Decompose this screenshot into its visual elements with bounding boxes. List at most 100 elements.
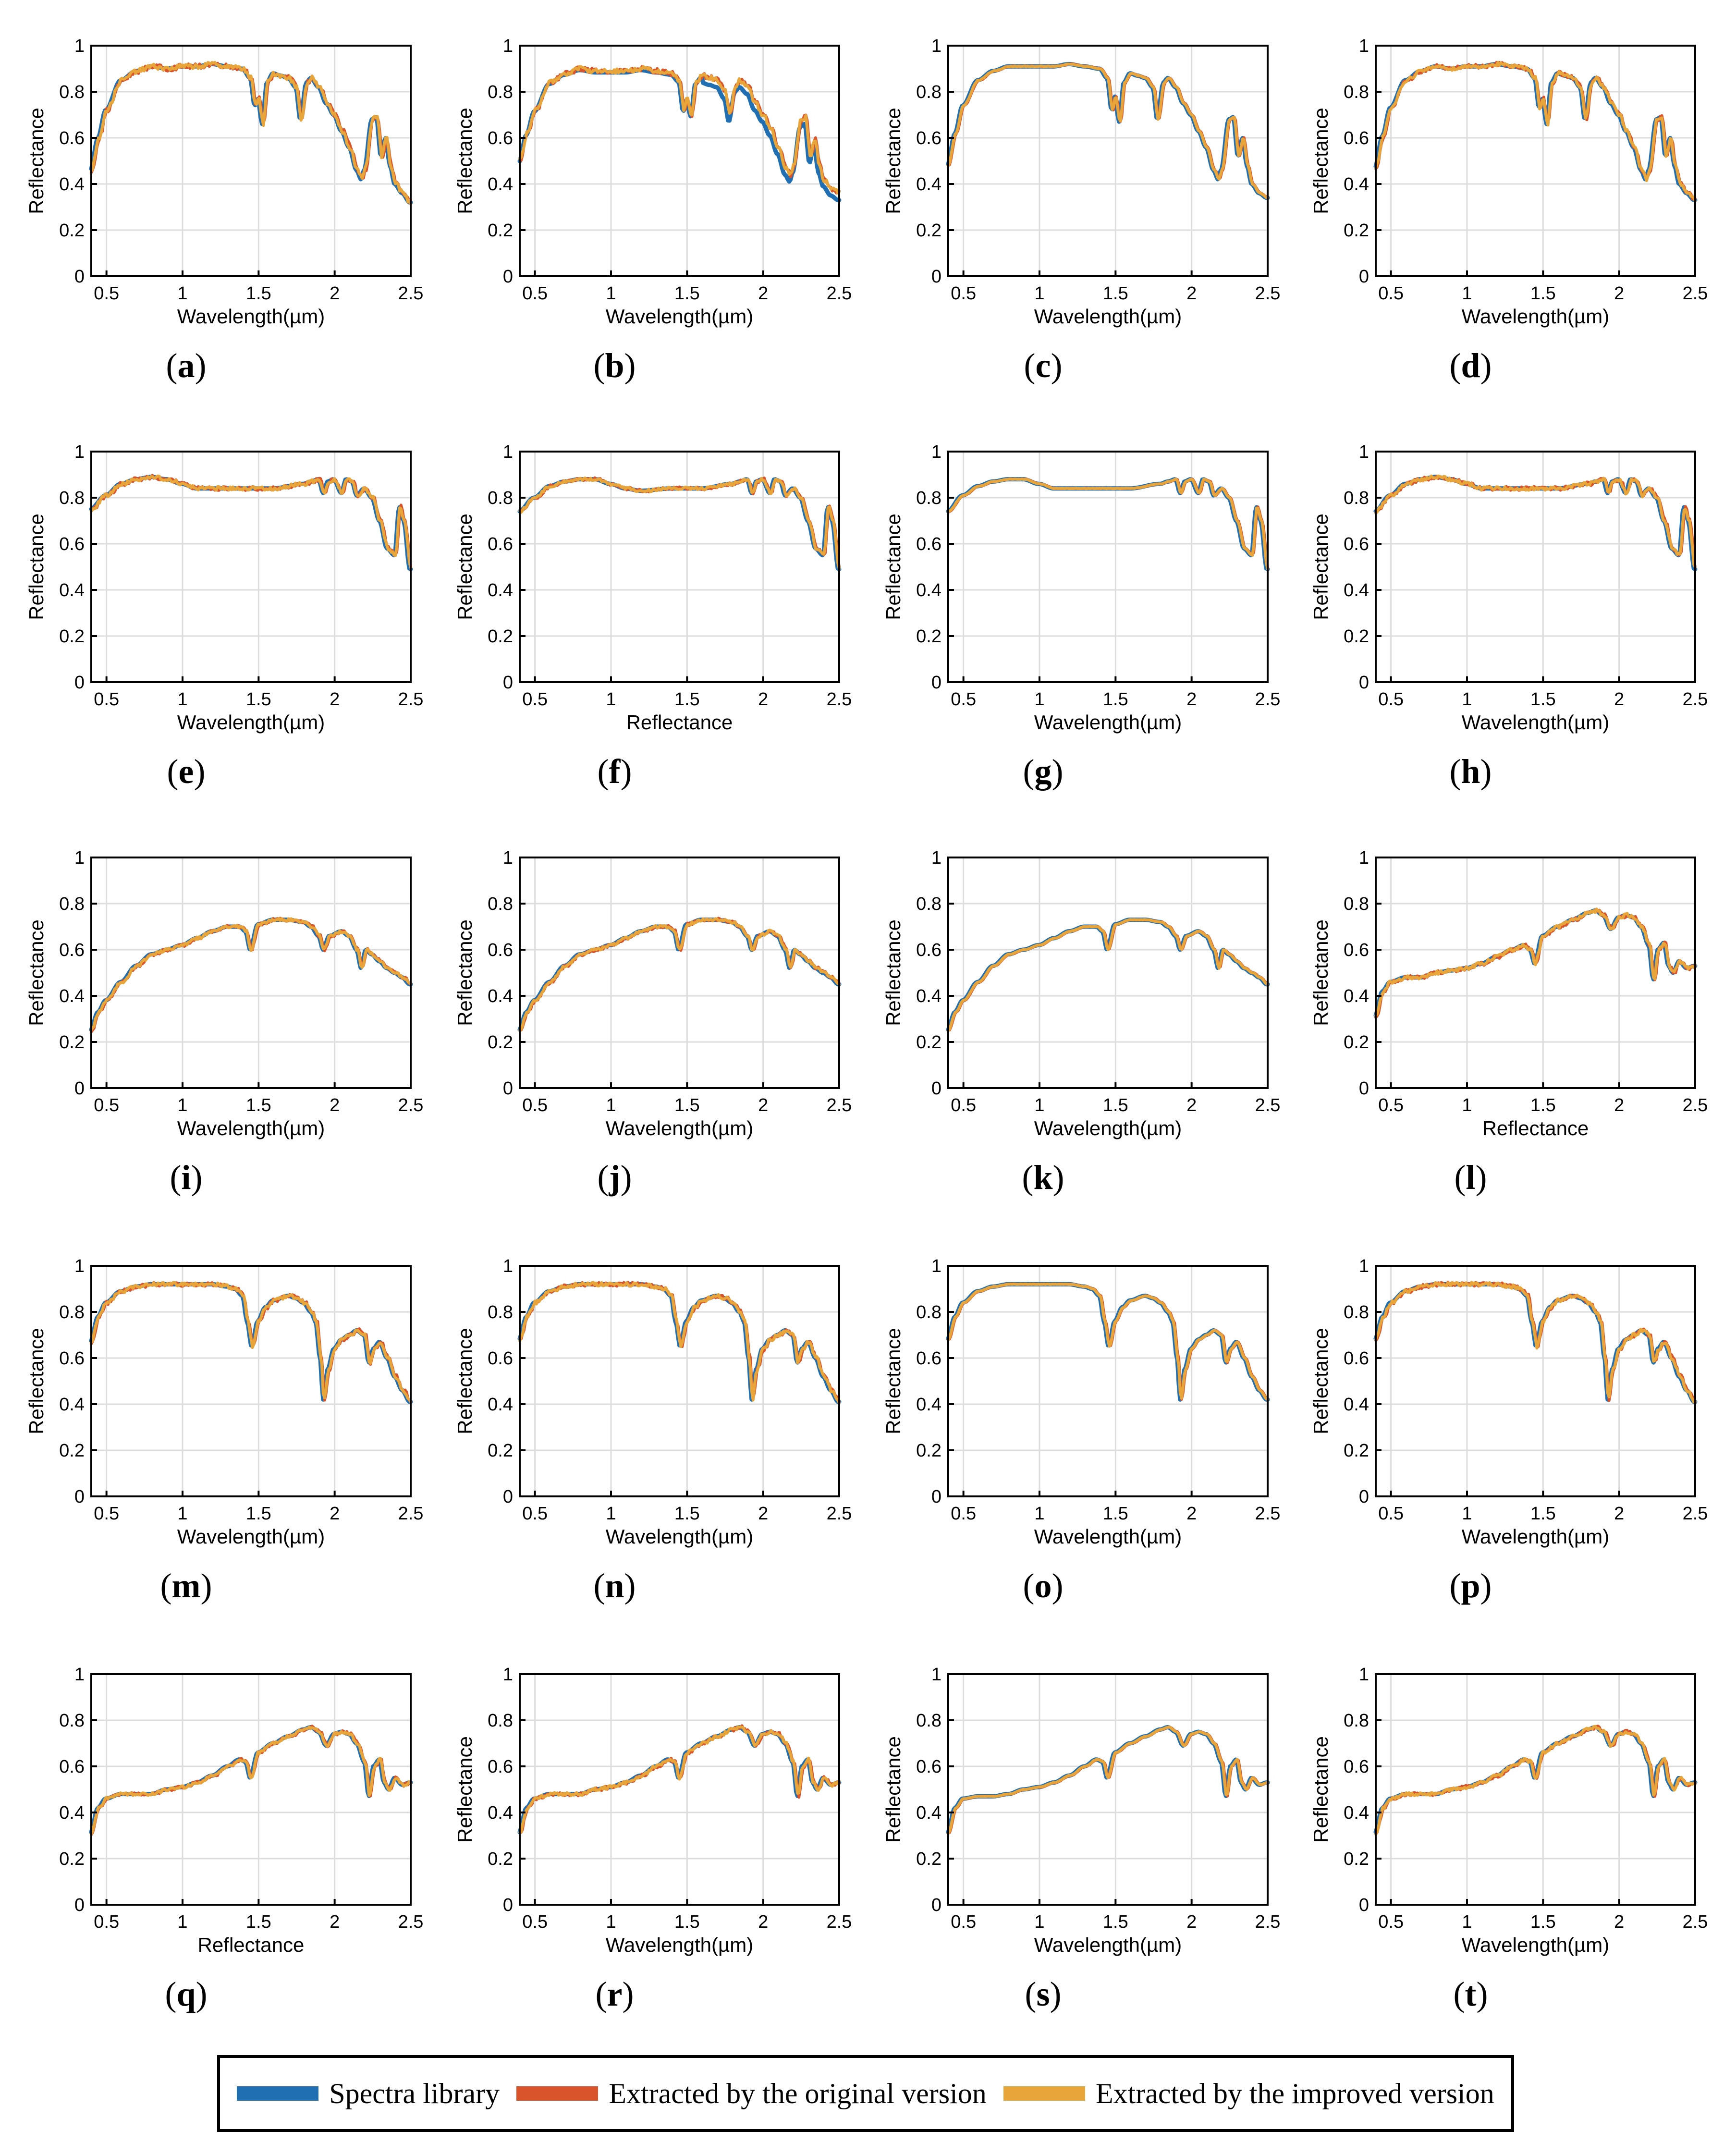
x-tick-label: 1.5	[246, 1504, 271, 1524]
y-tick-label: 0	[74, 673, 85, 693]
series-line-improved-version	[947, 1726, 1269, 1835]
y-tick-label: 0.2	[1344, 220, 1369, 241]
series-line-spectra-library	[89, 61, 413, 205]
caption-letter: k	[1033, 1158, 1052, 1197]
y-tick-label: 0	[503, 673, 513, 693]
y-tick-label: 1	[931, 36, 941, 56]
x-tick-label: 2.5	[827, 1095, 852, 1115]
y-tick-label: 0.8	[488, 82, 513, 102]
series-line-improved-version	[947, 478, 1269, 571]
x-tick-label: 1.5	[1103, 283, 1128, 304]
x-tick-label: 0.5	[94, 1095, 119, 1115]
y-tick-label: 1	[503, 1665, 513, 1685]
x-tick-label: 2	[758, 1095, 768, 1115]
y-tick-label: 0.6	[488, 128, 513, 148]
caption-paren: (	[1023, 752, 1035, 791]
series-line-spectra-library	[1373, 1725, 1698, 1835]
caption-letter: h	[1461, 752, 1480, 791]
y-tick-label: 0	[503, 1895, 513, 1915]
y-tick-label: 0.8	[59, 1711, 85, 1731]
y-tick-label: 0.8	[1344, 82, 1369, 102]
axes-box	[519, 451, 840, 683]
caption-paren: (	[1449, 752, 1461, 791]
caption-paren: )	[1050, 1975, 1062, 2013]
y-tick-label: 0.8	[488, 894, 513, 914]
axes-box	[519, 1265, 840, 1497]
x-tick-label: 2	[1614, 1912, 1624, 1932]
y-tick-label: 0.6	[59, 128, 85, 148]
legend-swatch-blue	[237, 2086, 319, 2101]
y-tick-label: 1	[931, 848, 941, 868]
x-tick-label: 2.5	[1255, 689, 1281, 710]
x-axis-label: Wavelength(µm)	[177, 1525, 325, 1548]
y-tick-label: 0	[74, 267, 85, 287]
y-tick-label: 0.2	[488, 1032, 513, 1053]
y-tick-label: 0.8	[1344, 894, 1369, 914]
axes-box	[90, 45, 412, 277]
x-tick-label: 1.5	[246, 689, 271, 710]
caption-letter: e	[179, 752, 194, 791]
caption-paren: )	[1480, 1567, 1492, 1605]
series-line-original-version	[90, 1725, 412, 1837]
series-line-improved-version	[90, 61, 412, 206]
caption-paren: )	[1052, 752, 1064, 791]
y-tick-label: 0	[74, 1487, 85, 1507]
x-tick-label: 2	[330, 283, 340, 304]
y-tick-label: 0.4	[488, 1803, 513, 1823]
axes-box	[1375, 451, 1696, 683]
x-tick-label: 2	[1186, 1912, 1197, 1932]
y-tick-label: 0.8	[59, 82, 85, 102]
series-line-improved-version	[518, 65, 841, 195]
axes-box	[947, 45, 1269, 277]
x-tick-label: 0.5	[522, 689, 548, 710]
y-tick-label: 0.2	[1344, 1032, 1369, 1053]
x-tick-label: 2.5	[1255, 1912, 1281, 1932]
axes-box	[1375, 1265, 1696, 1497]
y-tick-label: 0.6	[916, 1757, 941, 1777]
x-tick-label: 1.5	[674, 689, 700, 710]
x-tick-label: 2.5	[827, 283, 852, 304]
panel-caption: (t)	[1454, 1975, 1488, 2013]
y-tick-label: 0.6	[1344, 1757, 1369, 1777]
x-axis-label: Wavelength(µm)	[1462, 305, 1609, 328]
y-tick-label: 0.6	[916, 534, 941, 554]
x-axis-label: Reflectance	[1482, 1117, 1589, 1139]
chart-panel: 0.5 1 1.5 2 2.5 0 0.2 0.4 0.6 0.8 1 Reflectance Refl…	[1309, 848, 1708, 1197]
panel-caption: (i)	[170, 1158, 203, 1197]
caption-paren: )	[1480, 752, 1492, 791]
x-tick-label: 0.5	[951, 1095, 976, 1115]
x-tick-label: 1	[1034, 283, 1044, 304]
caption-letter: c	[1036, 346, 1051, 385]
x-tick-label: 2.5	[1683, 1095, 1708, 1115]
legend-swatch-yellow	[1003, 2086, 1085, 2101]
chart-panel: 0.5 1 1.5 2 2.500.20.40.60.81Wavelength(µm)R…	[882, 1256, 1280, 1605]
y-tick-label: 0.4	[916, 986, 941, 1006]
caption-paren: (	[1023, 1567, 1035, 1605]
x-axis-label: Wavelength(µm)	[1462, 1525, 1609, 1548]
x-tick-label: 1	[1034, 1504, 1044, 1524]
caption-paren: (	[593, 1567, 605, 1605]
caption-paren: (	[598, 752, 609, 791]
x-axis-label: Wavelength(µm)	[1034, 711, 1182, 734]
series-line-improved-version	[518, 917, 841, 1032]
x-tick-label: 2.5	[1683, 283, 1708, 304]
y-tick-label: 0.2	[916, 1441, 941, 1461]
panel-caption: (d)	[1449, 346, 1491, 385]
series-line-spectra-library	[517, 918, 842, 1032]
y-tick-label: 0.4	[1344, 986, 1369, 1006]
y-tick-label: 1	[1359, 1665, 1369, 1685]
caption-paren: (	[1454, 1975, 1465, 2013]
panel-caption: (l)	[1455, 1158, 1487, 1197]
legend-swatch-red	[516, 2086, 599, 2101]
x-tick-label: 1.5	[1103, 689, 1128, 710]
y-tick-label: 1	[931, 1665, 941, 1685]
x-axis-label: Wavelength(µm)	[177, 1117, 325, 1139]
chart-panel: 0.5 1 1.5 2 2.500.20.40.60.81Wavelength(µm)R…	[453, 1256, 852, 1605]
y-tick-label: 0.8	[1344, 1302, 1369, 1322]
series-line-improved-version	[518, 476, 841, 571]
x-tick-label: 2	[330, 1912, 340, 1932]
x-tick-label: 2.5	[1255, 283, 1281, 304]
caption-letter: b	[605, 346, 624, 385]
caption-letter: g	[1035, 752, 1052, 791]
series-line-spectra-library	[89, 918, 413, 1032]
